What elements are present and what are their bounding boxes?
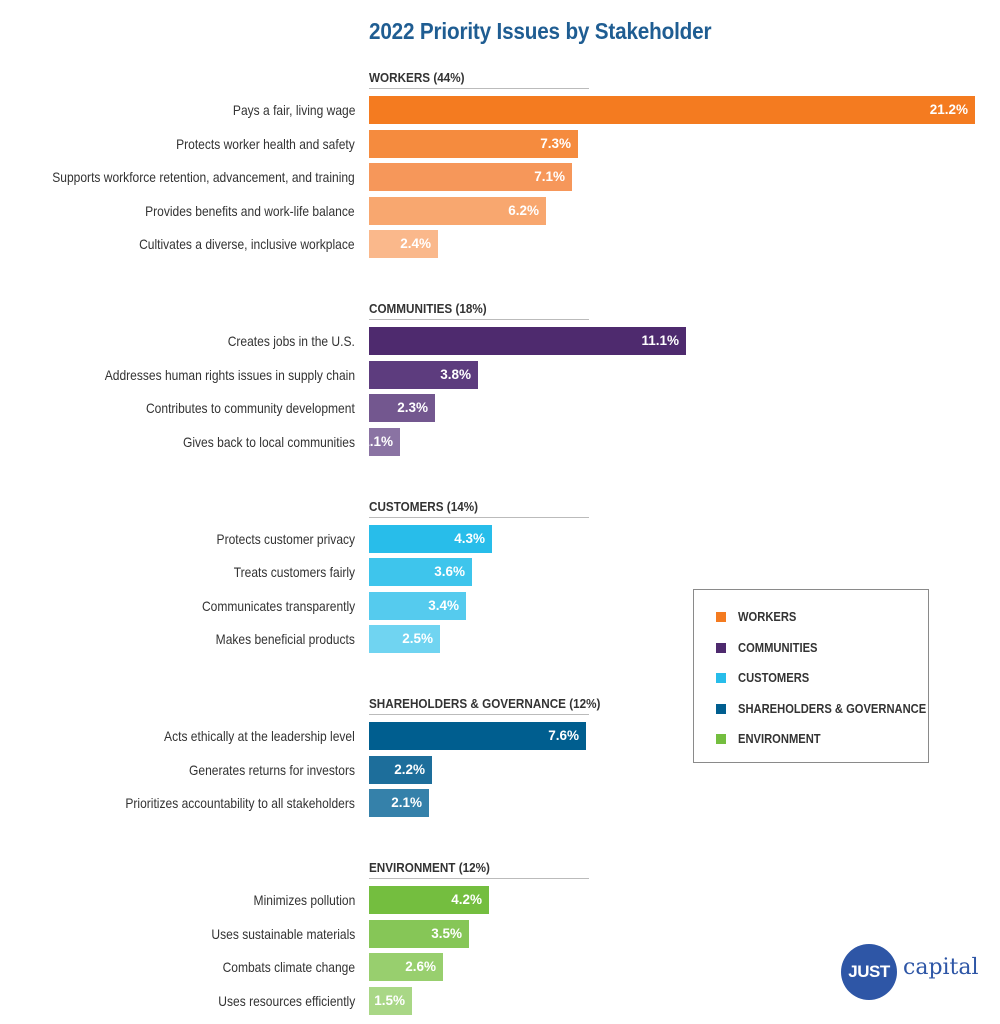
bar-value-label: 4.3% xyxy=(454,530,485,546)
bar-value-label: 4.2% xyxy=(451,892,482,907)
bar: 2.3% xyxy=(369,394,435,422)
bar: 1.1% xyxy=(362,427,400,456)
bar-value-label: 3.6% xyxy=(434,564,465,579)
bar: 6.2% xyxy=(369,196,546,225)
bar-value-label: 7.1% xyxy=(534,169,565,184)
bar-value-label: 3.4% xyxy=(428,597,459,613)
bar: 1.5% xyxy=(369,986,412,1015)
bar: 7.6% xyxy=(369,722,586,750)
category-label: Pays a fair, living wage xyxy=(232,102,355,118)
group-divider xyxy=(369,319,589,320)
group-label: SHAREHOLDERS & GOVERNANCE (12%) xyxy=(369,696,601,711)
legend-swatch xyxy=(716,642,726,653)
bar: 2.6% xyxy=(369,953,443,981)
category-label: Gives back to local communities xyxy=(183,433,355,450)
bar: 7.3% xyxy=(369,129,578,158)
category-label: Provides benefits and work-life balance xyxy=(145,202,355,219)
bar: 11.1% xyxy=(369,327,686,355)
bar-value-label: 2.5% xyxy=(402,631,433,646)
category-label: Contributes to community development xyxy=(146,400,355,416)
group-label: CUSTOMERS (14%) xyxy=(369,498,479,514)
category-label: Uses sustainable materials xyxy=(211,925,355,942)
category-label: Minimizes pollution xyxy=(253,892,355,908)
bar-value-label: 11.1% xyxy=(641,333,679,348)
group-label: COMMUNITIES (18%) xyxy=(369,301,487,316)
category-label: Supports workforce retention, advancemen… xyxy=(52,169,355,185)
category-label: Prioritizes accountability to all stakeh… xyxy=(125,795,355,811)
chart-title: 2022 Priority Issues by Stakeholder xyxy=(369,18,712,44)
bar-value-label: 1.5% xyxy=(374,992,405,1008)
group-divider xyxy=(369,878,589,879)
category-label: Treats customers fairly xyxy=(233,564,355,580)
category-label: Cultivates a diverse, inclusive workplac… xyxy=(139,236,355,252)
category-label: Protects worker health and safety xyxy=(176,135,355,152)
category-label: Communicates transparently xyxy=(201,597,355,614)
bar-value-label: 7.6% xyxy=(548,728,579,743)
category-label: Combats climate change xyxy=(222,959,355,975)
bar: 3.8% xyxy=(369,360,478,389)
legend-label: SHAREHOLDERS & GOVERNANCE xyxy=(738,700,927,716)
bar-value-label: 2.6% xyxy=(405,959,436,974)
legend-label: CUSTOMERS xyxy=(738,670,810,685)
bar-value-label: 7.3% xyxy=(540,135,571,151)
bar: 4.3% xyxy=(369,524,492,553)
bar: 3.5% xyxy=(369,919,469,948)
legend-swatch xyxy=(716,703,726,714)
bar: 4.2% xyxy=(369,886,489,914)
bar: 3.4% xyxy=(369,591,466,620)
bar: 2.4% xyxy=(369,230,438,258)
chart-legend: WORKERS COMMUNITIES CUSTOMERS SHAREHOLDERS … xyxy=(693,589,929,763)
bar-value-label: 3.8% xyxy=(440,366,471,382)
just-capital-logo: JUST capital xyxy=(841,944,981,1000)
category-label: Addresses human rights issues in supply … xyxy=(104,366,355,383)
legend-label: ENVIRONMENT xyxy=(738,731,821,746)
bar: 3.6% xyxy=(369,558,472,586)
group-divider xyxy=(369,714,589,715)
bar: 2.2% xyxy=(369,755,432,784)
bar: 2.5% xyxy=(369,625,440,653)
group-divider xyxy=(369,88,589,89)
category-label: Creates jobs in the U.S. xyxy=(227,333,355,349)
category-label: Acts ethically at the leadership level xyxy=(164,728,355,744)
bar-value-label: 2.3% xyxy=(397,400,428,415)
bar-value-label: 21.2% xyxy=(929,102,968,117)
legend-label: COMMUNITIES xyxy=(738,639,818,655)
bar-value-label: 2.4% xyxy=(400,236,431,251)
bar: 21.2% xyxy=(369,96,975,124)
bar: 7.1% xyxy=(369,163,572,191)
bar: 2.1% xyxy=(369,789,429,817)
bar-value-label: 2.1% xyxy=(391,795,422,810)
group-label: ENVIRONMENT (12%) xyxy=(369,860,490,875)
category-label: Protects customer privacy xyxy=(216,530,355,547)
legend-swatch xyxy=(716,612,726,622)
legend-swatch xyxy=(716,673,726,683)
bar-value-label: 1.1% xyxy=(362,433,393,449)
category-label: Makes beneficial products xyxy=(215,631,355,647)
bar-value-label: 6.2% xyxy=(508,202,539,218)
bar-value-label: 3.5% xyxy=(431,925,462,941)
legend-label: WORKERS xyxy=(738,609,797,624)
group-label: WORKERS (44%) xyxy=(369,70,465,85)
legend-swatch xyxy=(716,734,726,744)
category-label: Uses resources efficiently xyxy=(218,992,355,1009)
logo-wordmark: capital xyxy=(903,955,979,980)
logo-circle: JUST xyxy=(841,944,897,1000)
bar-value-label: 2.2% xyxy=(394,761,425,777)
group-divider xyxy=(369,516,589,518)
category-label: Generates returns for investors xyxy=(189,761,355,778)
